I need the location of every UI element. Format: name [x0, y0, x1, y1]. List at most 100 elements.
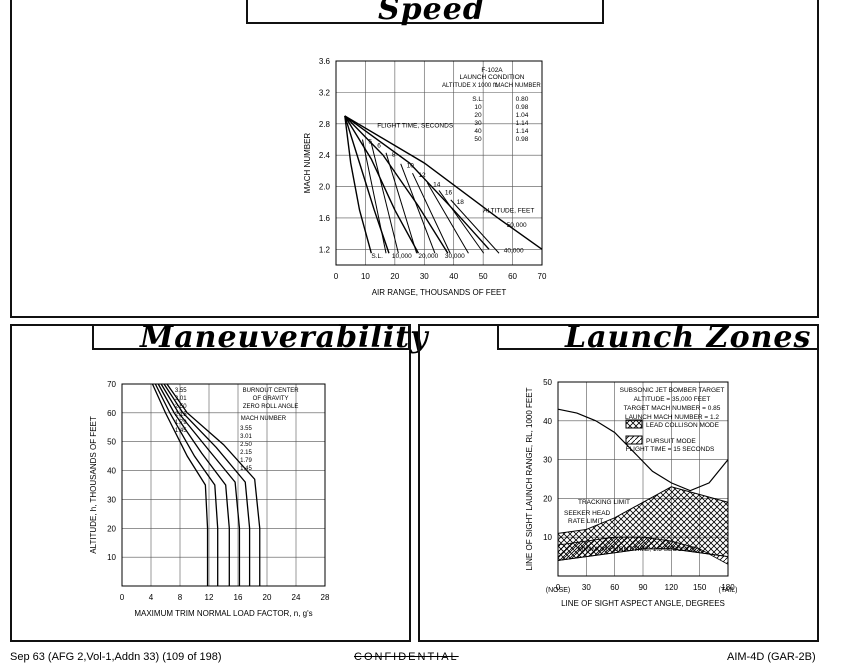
- launch-x-tick-label: 180: [721, 583, 735, 592]
- speed-flight-time-label: 12: [418, 172, 426, 179]
- launch-zones-title: Launch Zones: [565, 320, 812, 355]
- speed-y-tick-label: 2.4: [319, 151, 331, 160]
- speed-flight-time-line: [385, 152, 418, 254]
- launch-y-tick-label: 20: [543, 494, 552, 503]
- speed-x-tick-label: 70: [538, 272, 547, 281]
- maneuver-y-tick-label: 70: [107, 380, 116, 389]
- speed-flight-time-label: 18: [457, 199, 465, 206]
- launch-legend-swatch-pursuit: [625, 435, 643, 445]
- speed-legend-altitude: 50: [474, 136, 482, 143]
- launch-x-end-label: (TAIL): [719, 587, 738, 594]
- maneuver-y-tick-label: 40: [107, 467, 116, 476]
- speed-series-line: [344, 115, 543, 250]
- maneuver-series-line: [166, 383, 261, 586]
- speed-legend-mach: 1.14: [516, 128, 529, 135]
- speed-flight-time-label: 14: [433, 182, 441, 189]
- launch-legend-swatch-lead: [625, 419, 643, 429]
- speed-legend-mach: 1.14: [516, 120, 529, 127]
- maneuver-x-tick-label: 0: [120, 593, 125, 602]
- launch-zones-title-banner: [497, 324, 819, 350]
- speed-y-tick-label: 1.2: [319, 245, 331, 254]
- launch-legend-pursuit: PURSUIT MODE: [646, 438, 696, 445]
- maneuver-y-tick-label: 50: [107, 438, 116, 447]
- speed-flight-time-line: [438, 190, 485, 254]
- speed-legend-col1: ALTITUDE X 1000 ft.: [442, 83, 498, 89]
- speed-legend-mach: 0.80: [516, 96, 529, 103]
- maneuver-top-mach-label: 1.79: [175, 420, 187, 426]
- maneuver-x-tick-label: 28: [321, 593, 330, 602]
- speed-y-tick-label: 2.8: [319, 120, 331, 129]
- launch-note: ALTITUDE = 35,000 FEET: [634, 396, 711, 403]
- speed-flight-time-label: 10: [407, 163, 415, 170]
- speed-legend-mach: 0.98: [516, 136, 529, 143]
- maneuver-note: OF GRAVITY: [253, 396, 289, 402]
- speed-altitude-label: 20,000: [418, 253, 438, 260]
- launch-note: LAUNCH MACH NUMBER = 1.2: [625, 414, 719, 421]
- speed-flight-time-label: 16: [445, 189, 453, 196]
- launch-x-tick-label: 60: [610, 583, 619, 592]
- launch-x-tick-label: 150: [693, 583, 707, 592]
- speed-flight-time-label: 6: [377, 142, 381, 149]
- maneuver-top-mach-label: 1.45: [175, 428, 187, 434]
- maneuver-y-tick-label: 60: [107, 409, 116, 418]
- speed-title: Speed: [378, 0, 485, 27]
- speed-flight-time-heading: FLIGHT TIME, SECONDS: [377, 123, 454, 130]
- speed-series-line: [344, 115, 449, 254]
- launch-annotation: RATE LIMIT: [568, 518, 603, 525]
- speed-legend-altitude: 10: [474, 104, 482, 111]
- speed-altitude-heading: ALTITUDE, FEET: [483, 207, 534, 214]
- speed-panel-frame: [10, 0, 819, 318]
- speed-altitude-label: S.L.: [371, 253, 383, 260]
- footer-center: CONFIDENTIAL: [354, 651, 459, 663]
- speed-flight-time-line: [361, 139, 387, 254]
- launch-upper-boundary: [557, 408, 729, 492]
- maneuver-note: ZERO ROLL ANGLE: [243, 404, 298, 410]
- maneuver-x-tick-label: 16: [234, 593, 243, 602]
- speed-legend-altitude: 40: [474, 128, 482, 135]
- speed-x-tick-label: 30: [420, 272, 429, 281]
- speed-x-tick-label: 50: [479, 272, 488, 281]
- speed-y-tick-label: 3.2: [319, 88, 331, 97]
- launch-x-end-label: (NOSE): [546, 587, 571, 594]
- launch-annotation: TRACKING LIMIT: [578, 499, 630, 506]
- speed-x-tick-label: 40: [449, 272, 458, 281]
- speed-y-tick-label: 2.0: [319, 183, 331, 192]
- footer-right: AIM-4D (GAR-2B): [727, 651, 816, 663]
- speed-x-tick-label: 20: [390, 272, 399, 281]
- maneuver-y-tick-label: 10: [107, 553, 116, 562]
- launch-note: SUBSONIC JET BOMBER TARGET: [620, 387, 725, 394]
- maneuverability-title-banner: [92, 324, 410, 350]
- maneuver-series-line: [157, 383, 230, 586]
- speed-altitude-label: 40,000: [504, 247, 524, 254]
- speed-legend-header: LAUNCH CONDITION: [459, 74, 524, 81]
- maneuver-series-line: [163, 383, 251, 586]
- maneuver-legend-value: 3.01: [240, 434, 252, 440]
- speed-altitude-label: 30,000: [445, 253, 465, 260]
- maneuver-legend-value: 2.15: [240, 450, 252, 456]
- launch-x-tick-label: 120: [665, 583, 679, 592]
- maneuver-x-tick-label: 24: [292, 593, 301, 602]
- maneuver-x-tick-label: 8: [178, 593, 183, 602]
- speed-legend-altitude: S.L.: [472, 96, 484, 103]
- speed-flight-time-label: 8: [392, 152, 396, 159]
- speed-y-tick-label: 1.6: [319, 214, 331, 223]
- maneuver-legend-value: 3.55: [240, 426, 252, 432]
- speed-altitude-label: 50,000: [507, 222, 527, 229]
- maneuver-top-mach-label: 2.15: [175, 412, 187, 418]
- speed-title-banner: [246, 0, 604, 24]
- launch-y-axis-label: LINE OF SIGHT LAUNCH RANGE, RL, 1000 FEE…: [525, 387, 534, 570]
- maneuver-x-tick-label: 4: [149, 593, 154, 602]
- maneuverability-title: Maneuverability: [140, 320, 429, 355]
- speed-legend-altitude: 30: [474, 120, 482, 127]
- maneuver-legend-value: 2.50: [240, 442, 252, 448]
- speed-legend-header: F-102A: [481, 67, 503, 74]
- launch-annotation: MINIMUM FLIGHT TIME, 1.5 SECONDS: [578, 546, 697, 553]
- maneuver-top-mach-label: 3.01: [175, 396, 187, 402]
- maneuver-series-line: [154, 383, 219, 586]
- speed-flight-time-label: 5: [368, 138, 372, 145]
- launch-x-tick-label: 90: [639, 583, 648, 592]
- speed-series-line: [344, 115, 490, 250]
- launch-pursuit-area: [557, 536, 729, 566]
- launch-y-tick-label: 30: [543, 456, 552, 465]
- speed-x-tick-label: 60: [508, 272, 517, 281]
